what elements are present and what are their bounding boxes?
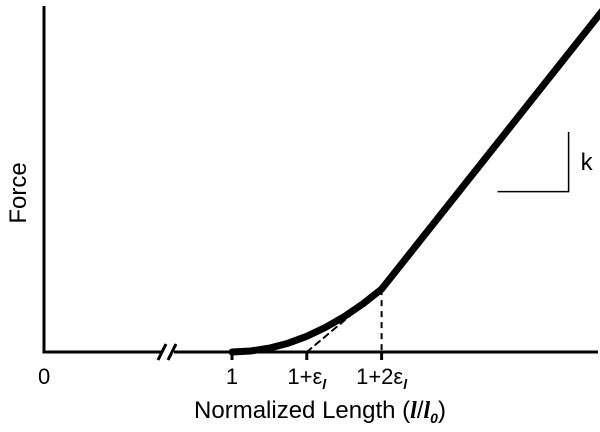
origin-label: 0: [38, 364, 50, 389]
tangent-line-dashed: [305, 288, 383, 353]
slope-triangle: k: [497, 131, 594, 193]
x-axis-break-mark: [156, 343, 178, 361]
x-tick-label-1-plus-eps: 1+εl: [287, 364, 327, 392]
slope-label: k: [581, 149, 594, 176]
series-group: [228, 8, 600, 356]
x-tick-label-1: 1: [226, 364, 238, 389]
x-tick-label-1-plus-2eps: 1+2εl: [356, 364, 408, 392]
force-curve-line: [228, 8, 600, 356]
y-axis-title: Force: [5, 162, 32, 223]
x-axis-title: Normalized Length (l/l0): [194, 397, 446, 426]
